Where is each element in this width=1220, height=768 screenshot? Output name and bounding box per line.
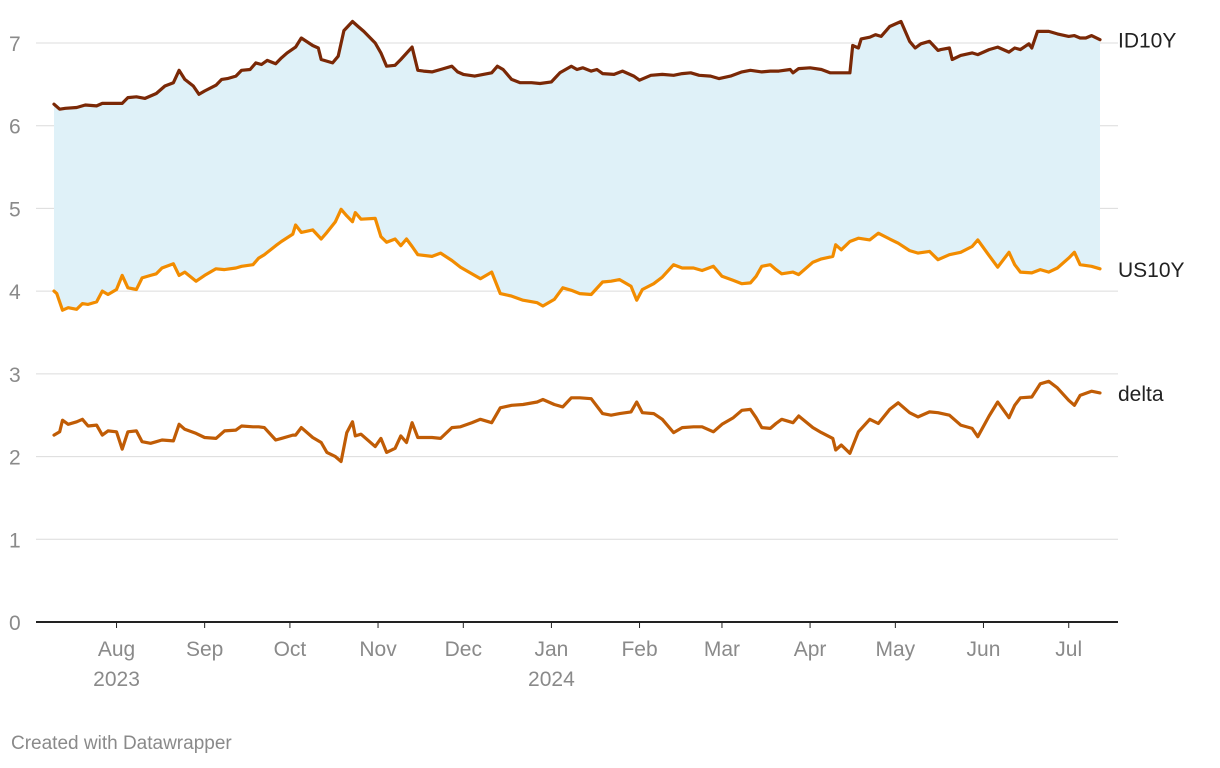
y-tick-label-1: 1 xyxy=(9,529,21,552)
x-tick-label-jun: Jun xyxy=(967,638,1001,661)
series-label-id10y: ID10Y xyxy=(1118,30,1176,53)
x-tick-label-dec: Dec xyxy=(445,638,482,661)
x-tick-label-oct: Oct xyxy=(274,638,307,661)
y-tick-label-7: 7 xyxy=(9,33,21,56)
x-tick-label-jan: Jan xyxy=(534,638,568,661)
x-tick-label-jul: Jul xyxy=(1055,638,1082,661)
x-tick-label-mar: Mar xyxy=(704,638,740,661)
credit-text: Created with Datawrapper xyxy=(11,733,232,754)
y-tick-label-3: 3 xyxy=(9,364,21,387)
x-year-label-2023: 2023 xyxy=(93,668,140,691)
series-label-us10y: US10Y xyxy=(1118,259,1185,282)
spread-area-fill xyxy=(54,21,1100,311)
x-tick-label-sep: Sep xyxy=(186,638,223,661)
series-lines xyxy=(52,19,1102,464)
y-tick-label-6: 6 xyxy=(9,116,21,139)
x-tick-label-aug: Aug xyxy=(98,638,135,661)
series-line-delta xyxy=(52,379,1102,464)
series-labels: ID10Y US10Y delta xyxy=(1118,30,1185,406)
y-tick-label-0: 0 xyxy=(9,612,21,635)
y-tick-label-4: 4 xyxy=(9,281,21,304)
x-tick-label-apr: Apr xyxy=(794,638,827,661)
x-tick-label-feb: Feb xyxy=(621,638,657,661)
x-tick-label-may: May xyxy=(876,638,916,661)
x-tick-label-nov: Nov xyxy=(359,638,397,661)
series-line-us10y xyxy=(52,207,1102,312)
series-label-delta: delta xyxy=(1118,383,1164,406)
y-tick-label-2: 2 xyxy=(9,447,21,470)
spread-area xyxy=(54,21,1100,311)
y-tick-label-5: 5 xyxy=(9,198,21,221)
series-line-id10y xyxy=(52,19,1102,111)
axes: 0 1 2 3 4 5 6 7 Aug 2023 Sep Oct Nov Dec Jan 2024 Feb Mar… xyxy=(9,33,1118,691)
x-year-label-2024: 2024 xyxy=(528,668,575,691)
